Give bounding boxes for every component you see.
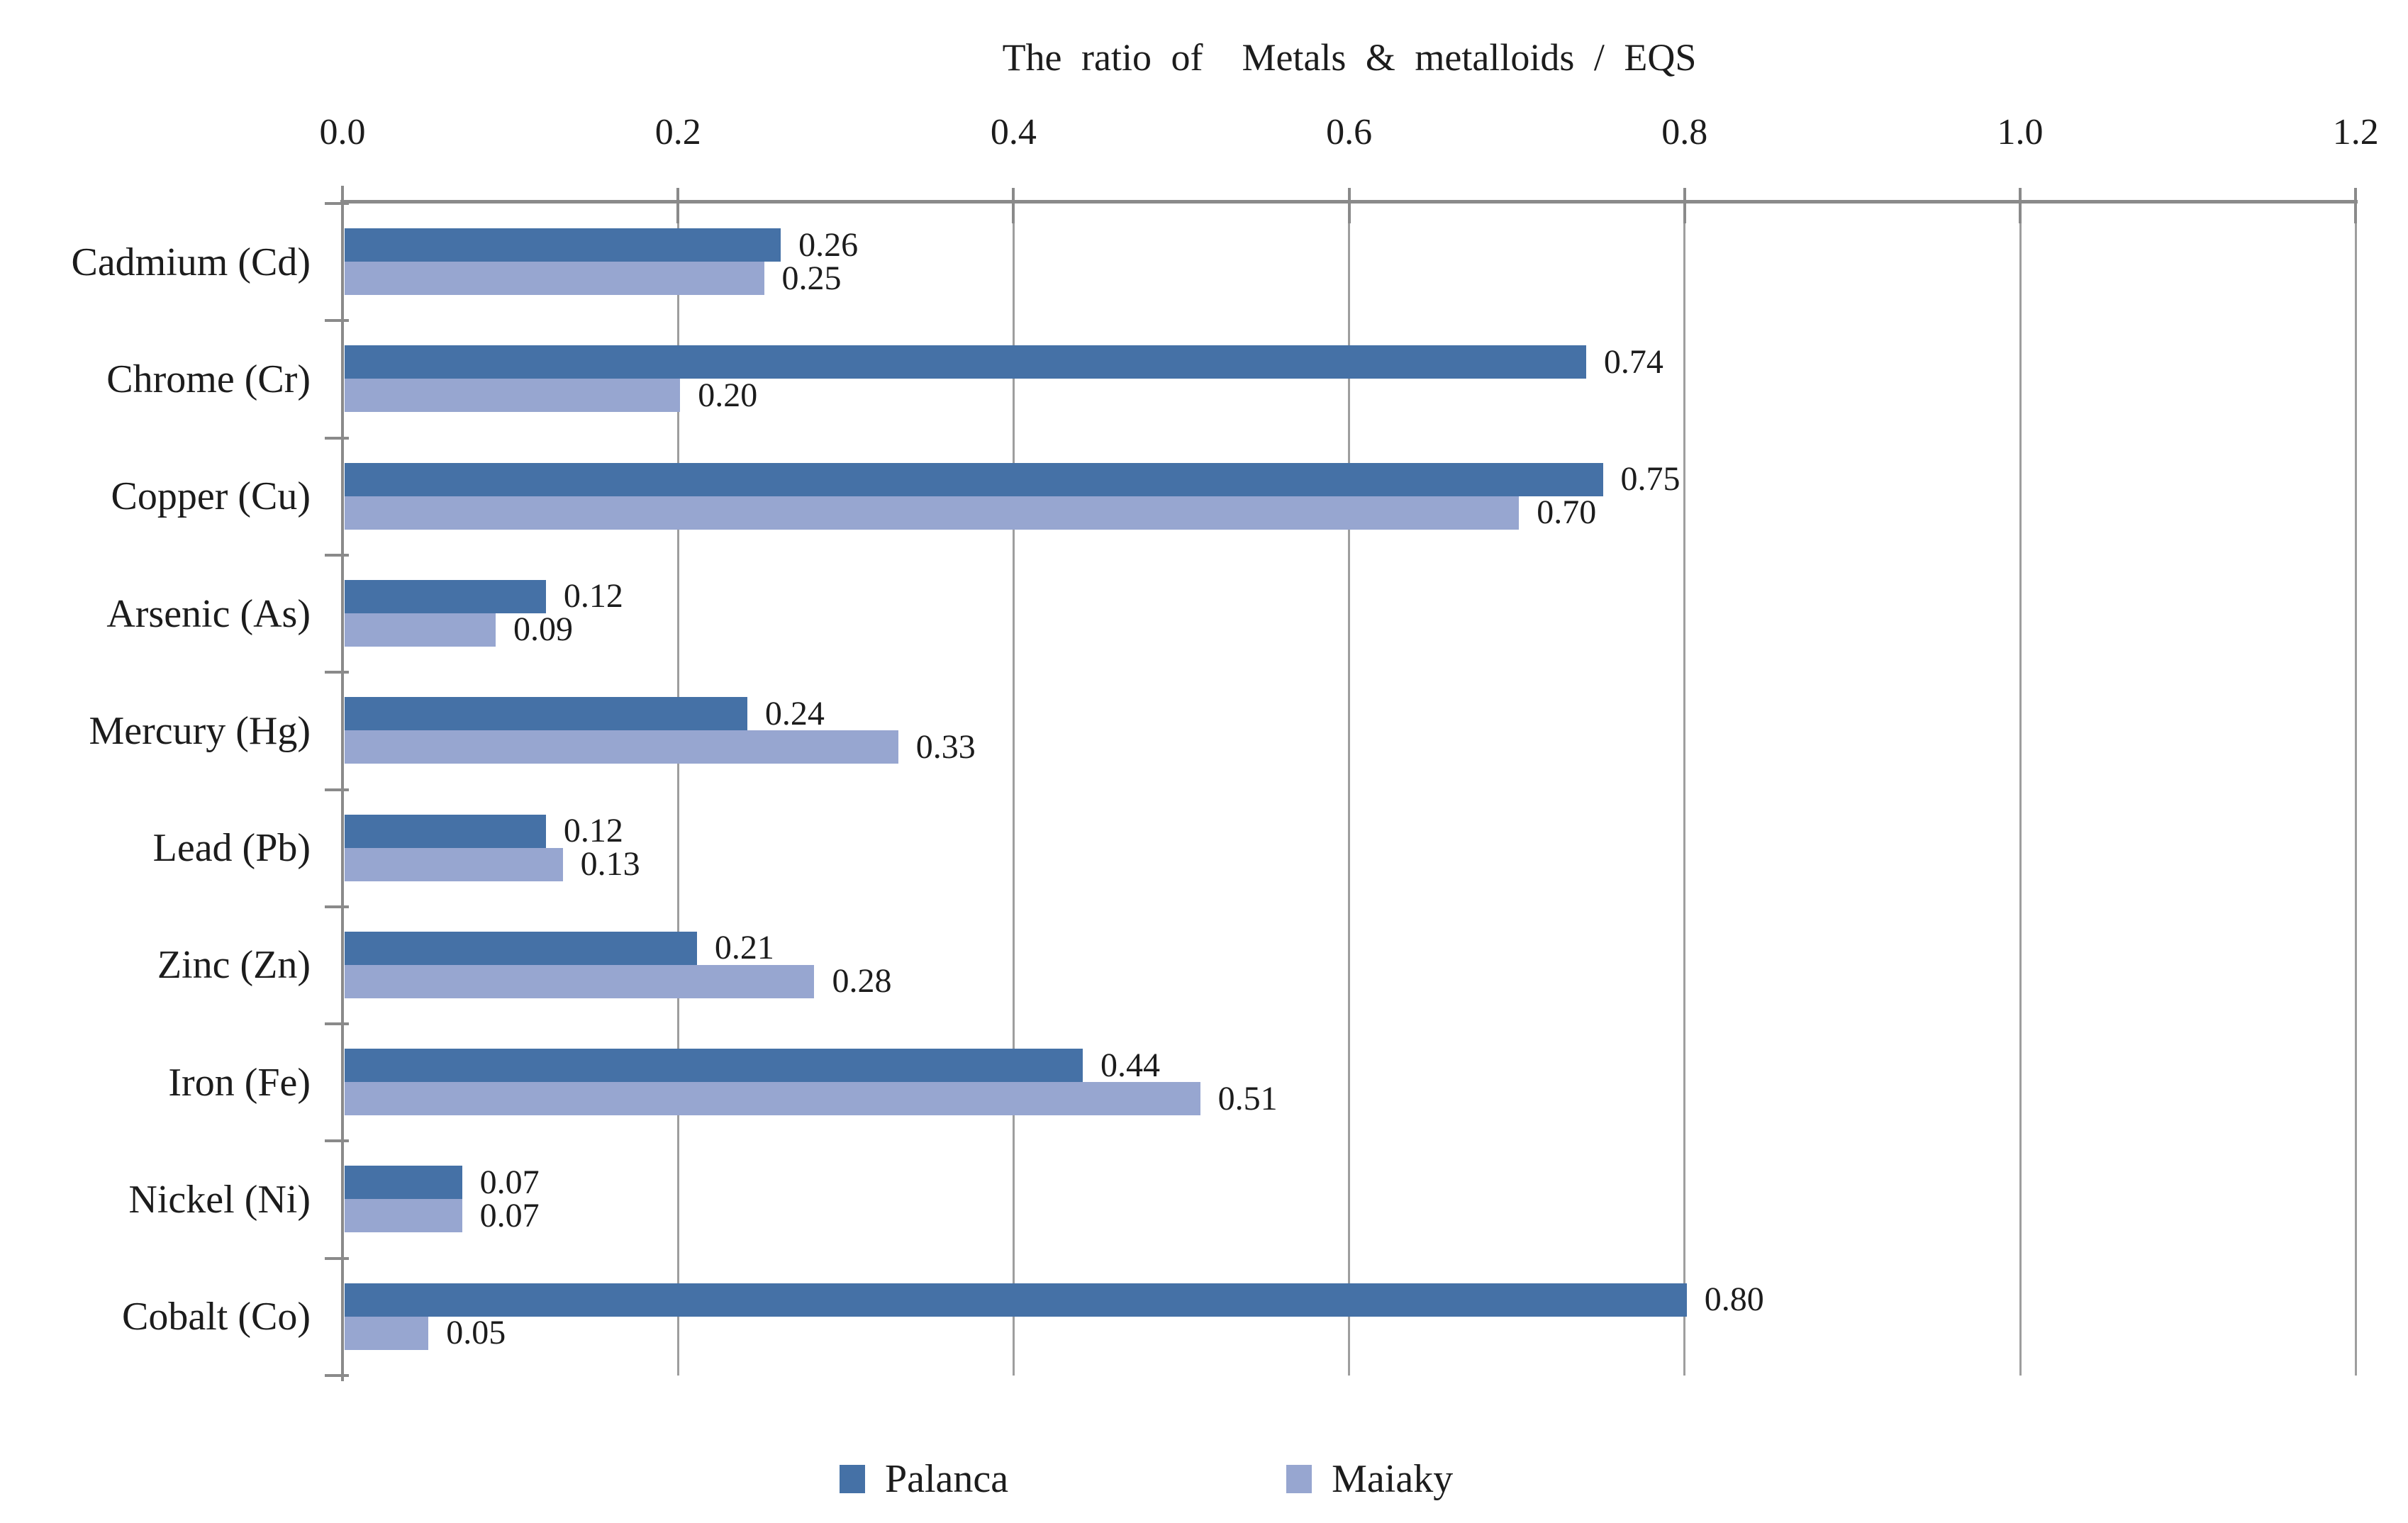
- x-axis-tick: [1012, 188, 1015, 223]
- category-label: Zinc (Zn): [157, 943, 311, 988]
- bar: [345, 262, 764, 295]
- value-label: 0.20: [698, 376, 758, 414]
- category-tick: [325, 1374, 349, 1377]
- bar: [345, 579, 546, 613]
- category-tick: [325, 671, 349, 674]
- bar: [345, 964, 815, 998]
- value-label: 0.07: [479, 1163, 540, 1201]
- bar: [345, 462, 1603, 496]
- legend-item: Maiaky: [1286, 1456, 1453, 1502]
- value-label: 0.12: [563, 812, 623, 849]
- x-tick-label: 0.0: [319, 112, 366, 152]
- bar: [345, 697, 747, 731]
- value-label: 0.33: [915, 727, 976, 766]
- category-tick: [325, 1022, 349, 1026]
- value-label: 0.12: [563, 577, 623, 615]
- category-label: Cobalt (Co): [122, 1295, 311, 1339]
- value-label: 0.05: [446, 1314, 506, 1352]
- x-axis-tick: [1347, 188, 1351, 223]
- chart-title: The ratio of Metals & metalloids / EQS: [1002, 36, 1697, 79]
- bar: [345, 814, 546, 848]
- gridline: [2019, 203, 2022, 1376]
- gridline: [1348, 203, 1351, 1376]
- category-tick: [325, 553, 349, 557]
- x-tick-label: 0.2: [654, 112, 701, 152]
- value-label: 0.74: [1603, 342, 1663, 381]
- x-axis-tick: [676, 188, 680, 223]
- gridline: [1683, 203, 1686, 1376]
- bar: [345, 496, 1520, 530]
- y-axis-line: [341, 186, 344, 1381]
- x-axis-tick: [1683, 188, 1686, 223]
- bar: [345, 1049, 1083, 1083]
- legend-label: Palanca: [885, 1457, 1009, 1501]
- category-tick: [325, 436, 349, 440]
- bar: [345, 379, 681, 413]
- bar: [345, 345, 1586, 379]
- bar: [345, 1166, 462, 1200]
- x-tick-label: 1.2: [2332, 112, 2379, 152]
- x-axis-tick: [2354, 188, 2358, 223]
- category-tick: [325, 319, 349, 323]
- value-label: 0.09: [513, 610, 573, 649]
- gridline: [2354, 203, 2357, 1376]
- x-axis-line: [340, 200, 2358, 203]
- category-label: Cadmium (Cd): [71, 240, 311, 284]
- bar: [345, 613, 496, 647]
- value-label: 0.24: [764, 694, 825, 732]
- category-label: Copper (Cu): [111, 474, 311, 519]
- legend-swatch-icon: [840, 1465, 865, 1493]
- value-label: 0.75: [1620, 460, 1680, 498]
- value-label: 0.07: [479, 1196, 540, 1234]
- category-label: Lead (Pb): [152, 826, 311, 871]
- value-label: 0.26: [798, 225, 859, 264]
- category-label: Iron (Fe): [168, 1060, 311, 1105]
- value-label: 0.13: [580, 845, 640, 883]
- value-label: 0.21: [714, 929, 774, 967]
- category-label: Arsenic (As): [106, 591, 311, 636]
- legend-swatch-icon: [1286, 1465, 1312, 1493]
- legend-label: Maiaky: [1332, 1457, 1454, 1501]
- bar: [345, 1316, 429, 1350]
- x-tick-label: 0.4: [990, 112, 1037, 152]
- x-axis-tick: [2019, 188, 2022, 223]
- bar: [345, 1082, 1200, 1116]
- bar: [345, 1199, 462, 1233]
- category-label: Chrome (Cr): [106, 357, 311, 401]
- legend-item: Palanca: [840, 1456, 1008, 1502]
- chart-legend: Palanca Maiaky: [840, 1456, 1453, 1502]
- gridline: [1012, 203, 1015, 1376]
- value-label: 0.28: [832, 962, 892, 1000]
- bar: [345, 931, 697, 965]
- x-tick-label: 0.6: [1326, 112, 1373, 152]
- bar: [345, 1283, 1687, 1317]
- category-tick: [325, 905, 349, 908]
- value-label: 0.51: [1217, 1079, 1278, 1117]
- value-label: 0.70: [1537, 493, 1597, 532]
- x-tick-label: 1.0: [1997, 112, 2044, 152]
- value-label: 0.80: [1704, 1281, 1764, 1319]
- bar: [345, 847, 563, 881]
- gridline: [676, 203, 679, 1376]
- x-tick-label: 0.8: [1661, 112, 1708, 152]
- category-tick: [325, 1139, 349, 1143]
- category-tick: [325, 202, 349, 205]
- value-label: 0.44: [1100, 1046, 1161, 1084]
- category-tick: [325, 1256, 349, 1260]
- bar: [345, 228, 781, 262]
- category-tick: [325, 788, 349, 791]
- category-label: Nickel (Ni): [128, 1178, 311, 1222]
- bar: [345, 730, 898, 764]
- category-label: Mercury (Hg): [89, 708, 311, 753]
- value-label: 0.25: [781, 259, 842, 297]
